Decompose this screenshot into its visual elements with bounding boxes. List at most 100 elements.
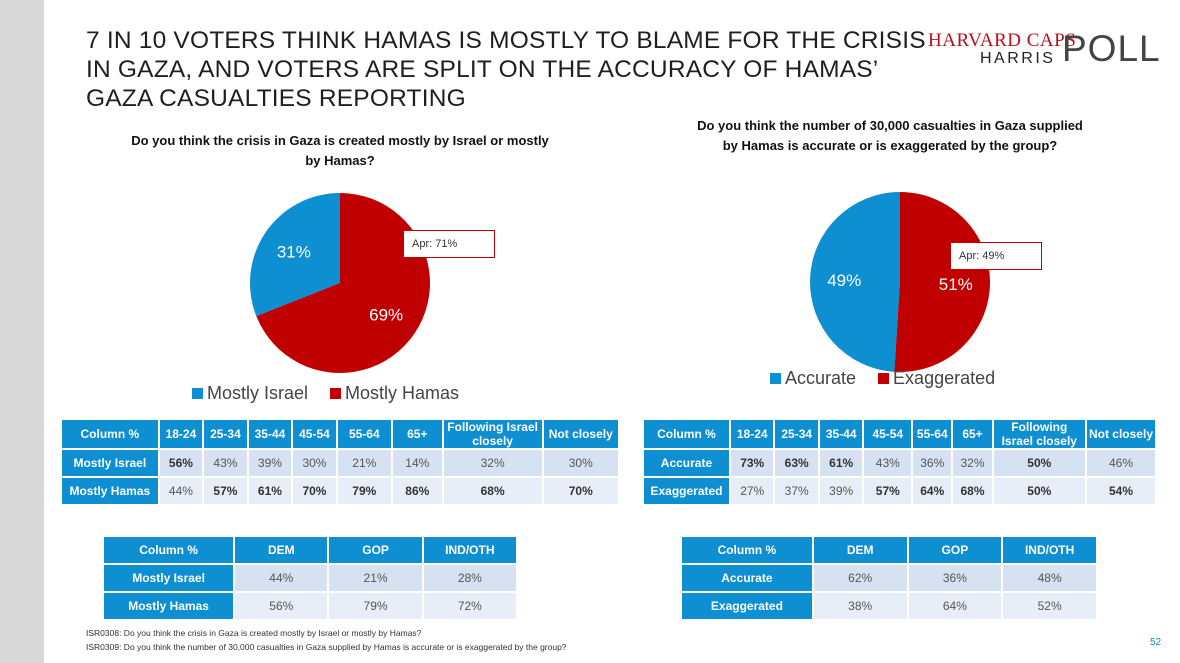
table-header-cell: 45-54 [864,420,912,448]
table-header-row: Column % 18-24 25-34 35-44 45-54 55-64 65+ Foll… [62,420,618,448]
legend-swatch-blue [770,373,781,384]
table-cell: 64% [913,478,952,504]
table-row: Exaggerated 38% 64% 52% [682,593,1096,619]
table-row: Mostly Hamas 44% 57% 61% 70% 79% 86% 68% 70% [62,478,618,504]
table-header-cell: IND/OTH [423,537,516,563]
legend-label: Exaggerated [893,368,996,388]
table-cell: 70% [543,478,618,504]
left-sidebar-band [0,0,44,663]
table-cell: 48% [1003,565,1096,591]
table-cell: 68% [953,478,992,504]
table-cell: 39% [819,478,863,504]
table-header-cell: 25-34 [775,420,818,448]
slide-title: 7 in 10 voters think Hamas is mostly to … [86,27,926,112]
table-cell: 50% [993,450,1085,476]
table-cell: 37% [775,478,818,504]
table-row-label: Mostly Israel [62,450,158,476]
table-row-label: Exaggerated [682,593,812,619]
table-header-cell: Following Israel closely [443,420,542,448]
age-breakdown-table-2: Column % 18-24 25-34 35-44 45-54 55-64 65+ Foll… [642,418,1157,506]
legend-label: Mostly Hamas [345,383,460,403]
table-cell: 56% [159,450,203,476]
table-cell: 44% [159,478,203,504]
page-number: 52 [1150,637,1162,648]
table-row-label: Mostly Hamas [104,593,234,619]
legend-swatch-blue [192,388,203,399]
footnote-2: ISR0309: Do you think the number of 30,0… [86,642,567,652]
table-header-cell: Column % [104,537,234,563]
table-cell: 61% [819,450,863,476]
table-cell: 46% [1086,450,1155,476]
table-cell: 57% [204,478,247,504]
table-cell: 68% [443,478,542,504]
party-breakdown-table-1: Column % DEM GOP IND/OTH Mostly Israel 44% 21%… [102,535,518,621]
pie-1-label-mostly-israel: 31% [277,243,311,262]
table-cell: 61% [248,478,292,504]
table-cell: 62% [813,565,907,591]
table-header-cell: 45-54 [293,420,336,448]
table-header-cell: Column % [644,420,729,448]
pie-2-slice-accurate [810,192,900,372]
table-cell: 36% [913,450,952,476]
table-header-cell: 25-34 [204,420,247,448]
chart-2-callout: Apr: 49% [950,242,1042,270]
table-cell: 73% [730,450,774,476]
table-header-cell: DEM [813,537,907,563]
harvard-caps-harris-poll-logo: HARVARD CAPS HARRIS POLL [928,28,1161,70]
pie-2-label-accurate: 49% [827,271,861,290]
table-header-cell: 55-64 [337,420,391,448]
table-row: Mostly Israel 44% 21% 28% [104,565,516,591]
table-header-cell: 65+ [953,420,992,448]
logo-line-3: POLL [1062,28,1161,69]
table-header-cell: 18-24 [159,420,203,448]
table-header-cell: 55-64 [913,420,952,448]
table-cell: 54% [1086,478,1155,504]
table-cell: 57% [864,478,912,504]
legend-swatch-red [330,388,342,399]
legend-item-mostly-israel: Mostly Israel [192,383,308,404]
pie-chart-2: 49% 51% [810,192,991,372]
table-header-cell: 65+ [392,420,442,448]
table-header-cell: Following Israel closely [993,420,1085,448]
table-cell: 28% [423,565,516,591]
table-header-cell: Not closely [1086,420,1155,448]
table-row: Accurate 62% 36% 48% [682,565,1096,591]
legend-label: Mostly Israel [207,383,309,403]
table-header-row: Column % DEM GOP IND/OTH [104,537,516,563]
footnotes: ISR0308: Do you think the crisis in Gaza… [86,626,567,654]
table-cell: 52% [1003,593,1096,619]
table-header-cell: Column % [62,420,158,448]
table-header-cell: DEM [235,537,328,563]
chart-2-question: Do you think the number of 30,000 casual… [697,118,1083,153]
legend-item-accurate: Accurate [770,368,856,389]
table-cell: 36% [908,565,1002,591]
chart-2-legend: Accurate Exaggerated [770,368,995,389]
table-header-cell: GOP [908,537,1002,563]
table-header-cell: 35-44 [248,420,292,448]
legend-label: Accurate [785,368,857,388]
table-cell: 38% [813,593,907,619]
table-cell: 79% [337,478,391,504]
table-row: Accurate 73% 63% 61% 43% 36% 32% 50% 46% [644,450,1155,476]
table-header-cell: Column % [682,537,812,563]
table-cell: 21% [329,565,422,591]
table-cell: 30% [293,450,336,476]
table-cell: 50% [993,478,1085,504]
table-row-label: Exaggerated [644,478,729,504]
table-cell: 79% [329,593,422,619]
logo-line-2: HARRIS [980,50,1056,67]
table-header-row: Column % DEM GOP IND/OTH [682,537,1096,563]
table-row: Mostly Hamas 56% 79% 72% [104,593,516,619]
table-cell: 44% [235,565,328,591]
table-row-label: Mostly Israel [104,565,234,591]
pie-1-label-mostly-hamas: 69% [369,305,403,324]
pie-2-slice-exaggerated [894,192,991,372]
legend-swatch-red [878,373,890,384]
table-header-cell: GOP [329,537,422,563]
pie-2-label-exaggerated: 51% [939,275,973,294]
table-cell: 64% [908,593,1002,619]
table-row: Mostly Israel 56% 43% 39% 30% 21% 14% 32% 30% [62,450,618,476]
table-cell: 32% [953,450,992,476]
footnote-1: ISR0308: Do you think the crisis in Gaza… [86,628,422,638]
table-cell: 39% [248,450,292,476]
